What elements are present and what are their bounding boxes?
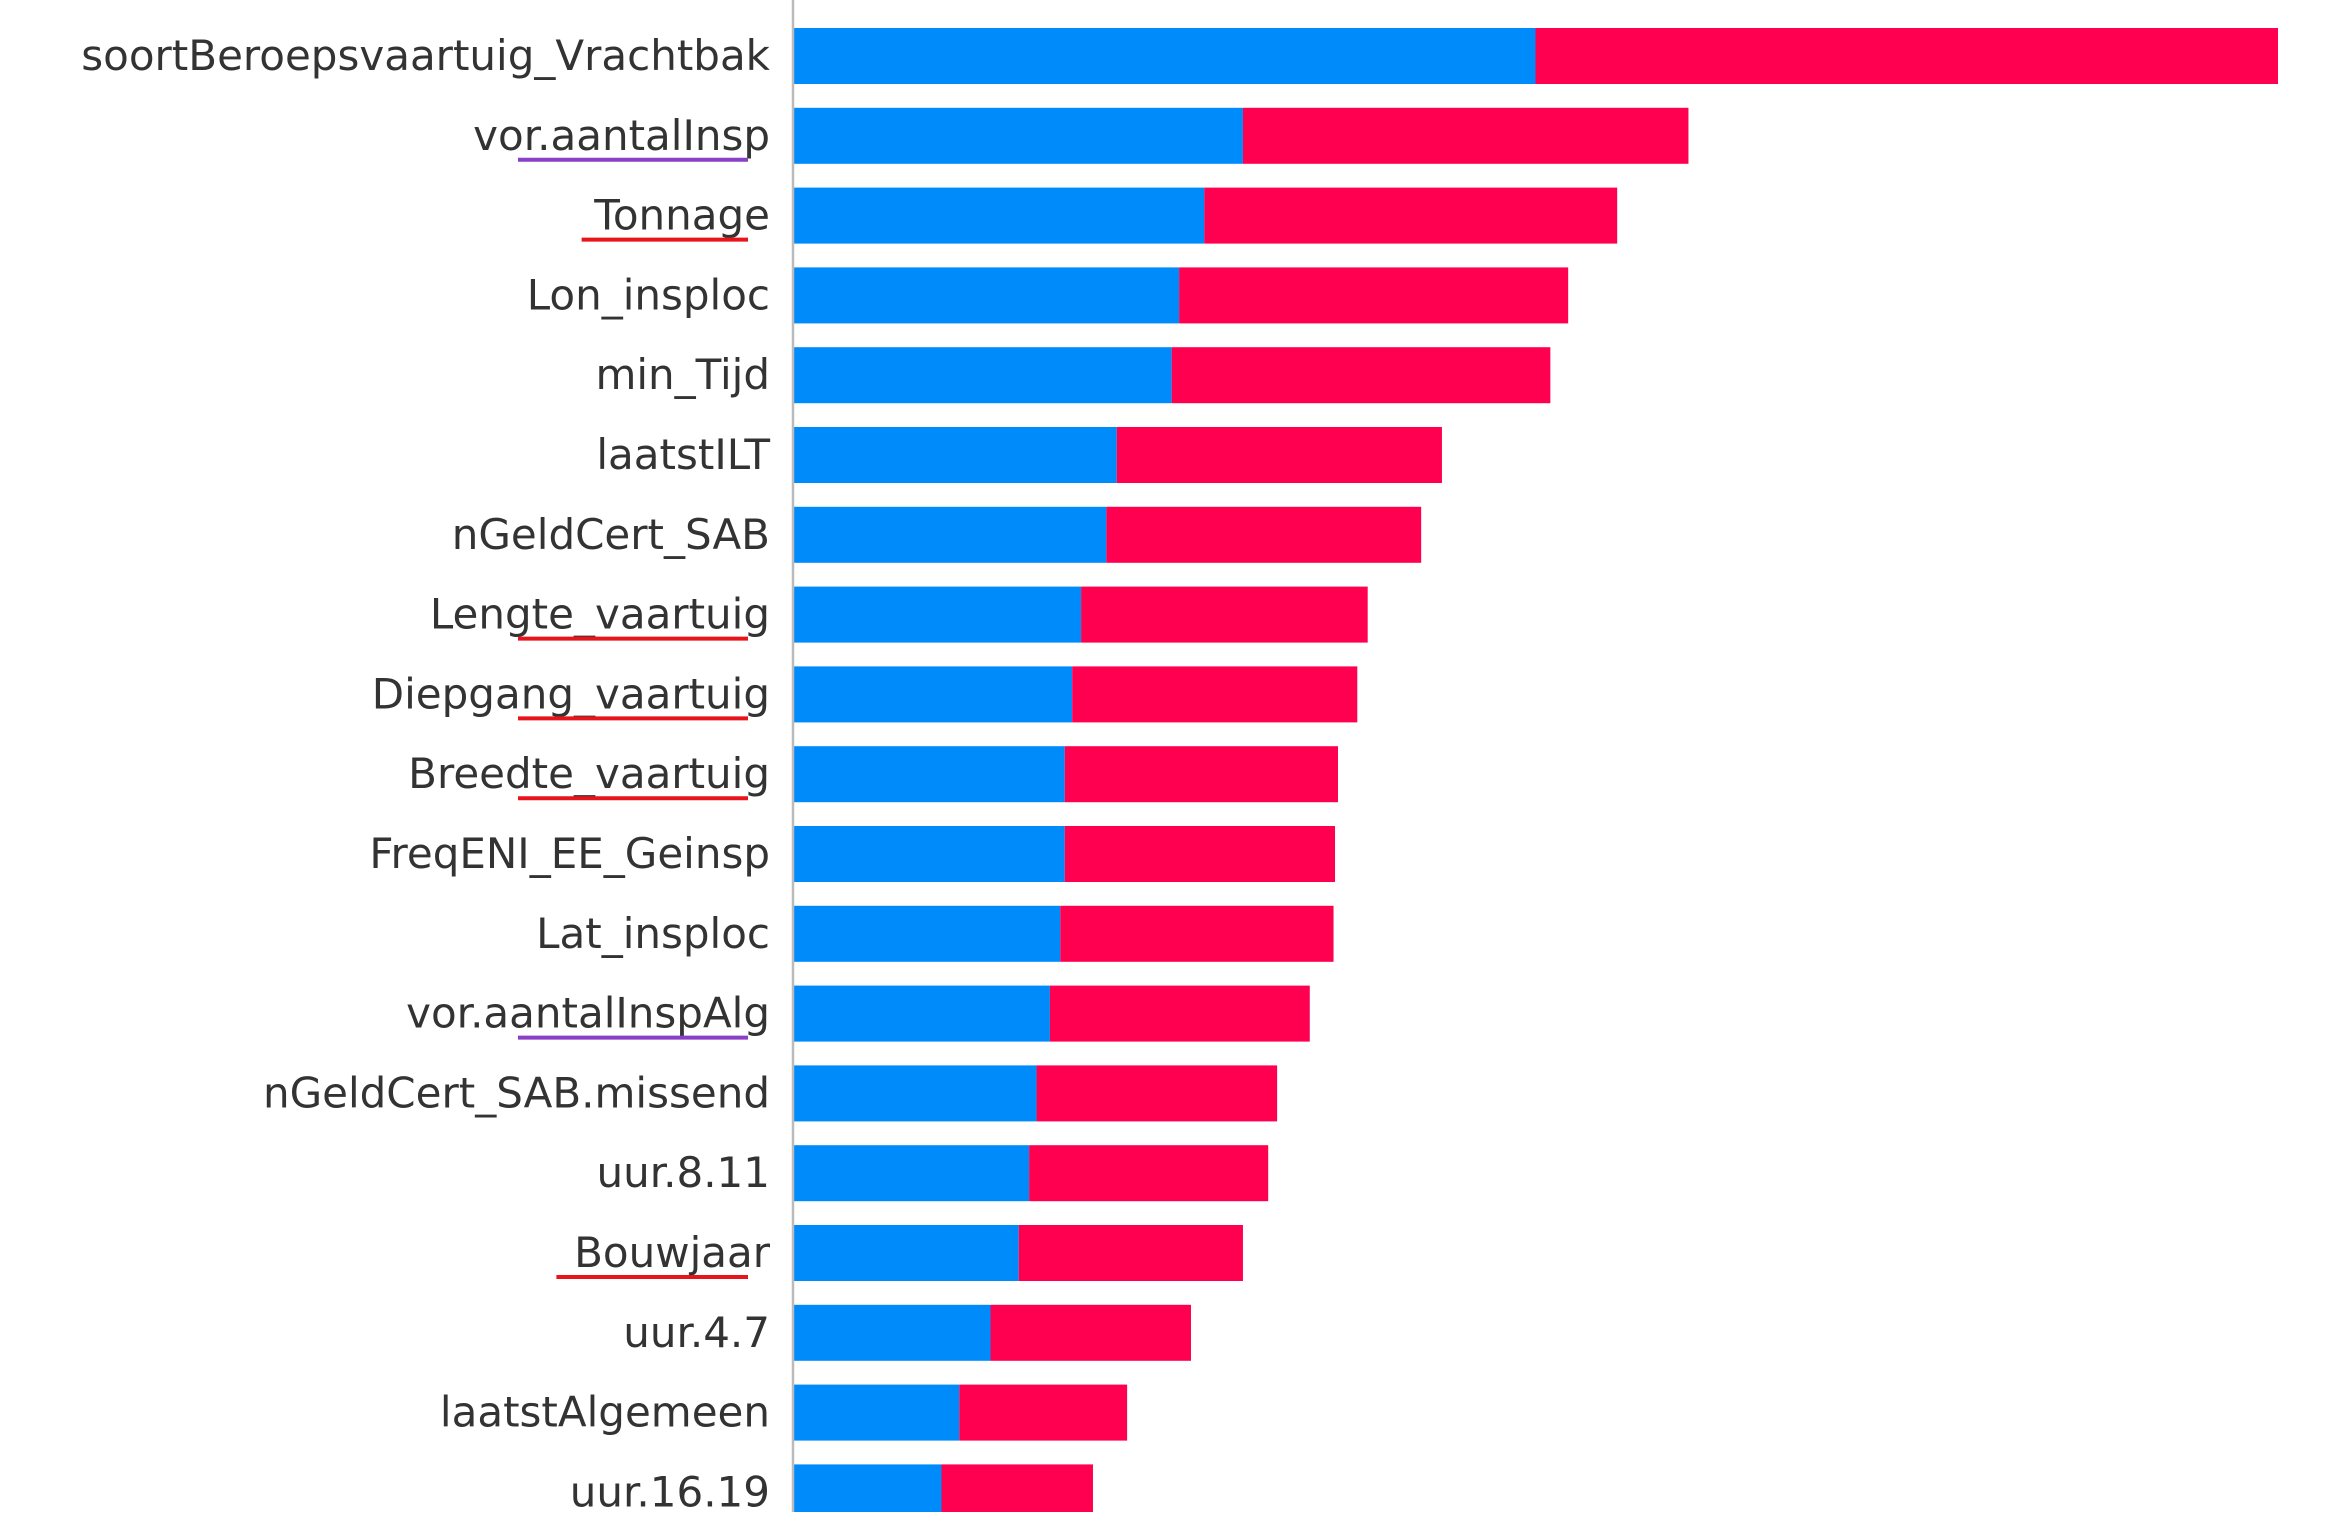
bar-nGeldCert_SAB.missend-segment-2 xyxy=(1036,1065,1278,1122)
bar-laatstILT-segment-2 xyxy=(1116,427,1442,483)
bar-Breedte_vaartuig-segment-1 xyxy=(793,746,1065,803)
bar-uur.8.11-segment-2 xyxy=(1029,1145,1269,1202)
bar-laatstAlgemeen-segment-1 xyxy=(793,1384,960,1441)
bar-FreqENI_EE_Geinsp-segment-1 xyxy=(793,826,1065,882)
tick-label-Diepgang_vaartuig: Diepgang_vaartuig xyxy=(372,669,770,718)
bar-vor.aantalInsp-segment-2 xyxy=(1242,107,1689,164)
tick-label-uur.4.7: uur.4.7 xyxy=(623,1308,770,1357)
bar-Tonnage-segment-1 xyxy=(793,187,1205,244)
bars-layer xyxy=(793,28,2278,1516)
tick-label-Lat_insploc: Lat_insploc xyxy=(536,909,770,958)
tick-label-Tonnage: Tonnage xyxy=(593,191,770,240)
bar-vor.aantalInspAlg-segment-1 xyxy=(793,985,1050,1042)
bar-FreqENI_EE_Geinsp-segment-2 xyxy=(1064,826,1336,882)
bar-nGeldCert_SAB-segment-1 xyxy=(793,506,1107,563)
bar-uur.4.7-segment-2 xyxy=(990,1304,1191,1361)
bar-soortBeroepsvaartuig_Vrachtbak-segment-1 xyxy=(793,28,1536,84)
bar-Breedte_vaartuig-segment-2 xyxy=(1064,746,1338,803)
bar-soortBeroepsvaartuig_Vrachtbak-segment-2 xyxy=(1535,28,2278,84)
tick-label-FreqENI_EE_Geinsp: FreqENI_EE_Geinsp xyxy=(369,829,770,878)
tick-label-Bouwjaar: Bouwjaar xyxy=(574,1228,771,1277)
bar-min_Tijd-segment-2 xyxy=(1171,347,1551,404)
bar-Lon_insploc-segment-1 xyxy=(793,267,1180,324)
bar-Lat_insploc-segment-2 xyxy=(1060,905,1334,962)
bar-Lengte_vaartuig-segment-2 xyxy=(1081,586,1368,643)
tick-label-min_Tijd: min_Tijd xyxy=(595,350,770,399)
bar-Diepgang_vaartuig-segment-2 xyxy=(1072,666,1358,723)
tick-label-Lon_insploc: Lon_insploc xyxy=(527,270,770,319)
bar-nGeldCert_SAB.missend-segment-1 xyxy=(793,1065,1037,1122)
bar-Bouwjaar-segment-2 xyxy=(1018,1225,1243,1281)
tick-label-vor.aantalInspAlg: vor.aantalInspAlg xyxy=(406,989,770,1038)
bar-Lon_insploc-segment-2 xyxy=(1179,267,1569,324)
tick-label-soortBeroepsvaartuig_Vrachtbak: soortBeroepsvaartuig_Vrachtbak xyxy=(81,31,770,80)
bar-laatstAlgemeen-segment-2 xyxy=(959,1384,1128,1441)
bar-uur.8.11-segment-1 xyxy=(793,1145,1030,1202)
tick-label-vor.aantalInsp: vor.aantalInsp xyxy=(473,111,770,160)
bar-vor.aantalInspAlg-segment-2 xyxy=(1049,985,1310,1042)
tick-label-nGeldCert_SAB.missend: nGeldCert_SAB.missend xyxy=(263,1068,770,1117)
tick-label-Breedte_vaartuig: Breedte_vaartuig xyxy=(408,749,770,798)
label-underlines xyxy=(518,157,748,1279)
tick-label-uur.8.11: uur.8.11 xyxy=(596,1148,770,1197)
bar-vor.aantalInsp-segment-1 xyxy=(793,107,1243,164)
bar-uur.16.19-segment-1 xyxy=(793,1464,942,1516)
bar-Bouwjaar-segment-1 xyxy=(793,1225,1019,1281)
bar-Lengte_vaartuig-segment-1 xyxy=(793,586,1082,643)
bar-Lat_insploc-segment-1 xyxy=(793,905,1061,962)
tick-label-nGeldCert_SAB: nGeldCert_SAB xyxy=(452,510,770,559)
bar-nGeldCert_SAB-segment-2 xyxy=(1106,506,1422,563)
bar-laatstILT-segment-1 xyxy=(793,427,1117,483)
tick-label-uur.16.19: uur.16.19 xyxy=(570,1467,770,1512)
bar-Tonnage-segment-2 xyxy=(1204,187,1618,244)
tick-label-Lengte_vaartuig: Lengte_vaartuig xyxy=(430,590,770,639)
category-labels: soortBeroepsvaartuig_Vrachtbak vor.aantal… xyxy=(81,31,771,1516)
bar-min_Tijd-segment-1 xyxy=(793,347,1172,404)
bar-uur.4.7-segment-1 xyxy=(793,1304,991,1361)
tick-label-laatstILT: laatstILT xyxy=(596,430,770,479)
bar-uur.16.19-segment-2 xyxy=(941,1464,1093,1516)
bar-Diepgang_vaartuig-segment-1 xyxy=(793,666,1073,723)
tick-label-laatstAlgemeen: laatstAlgemeen xyxy=(440,1388,770,1437)
